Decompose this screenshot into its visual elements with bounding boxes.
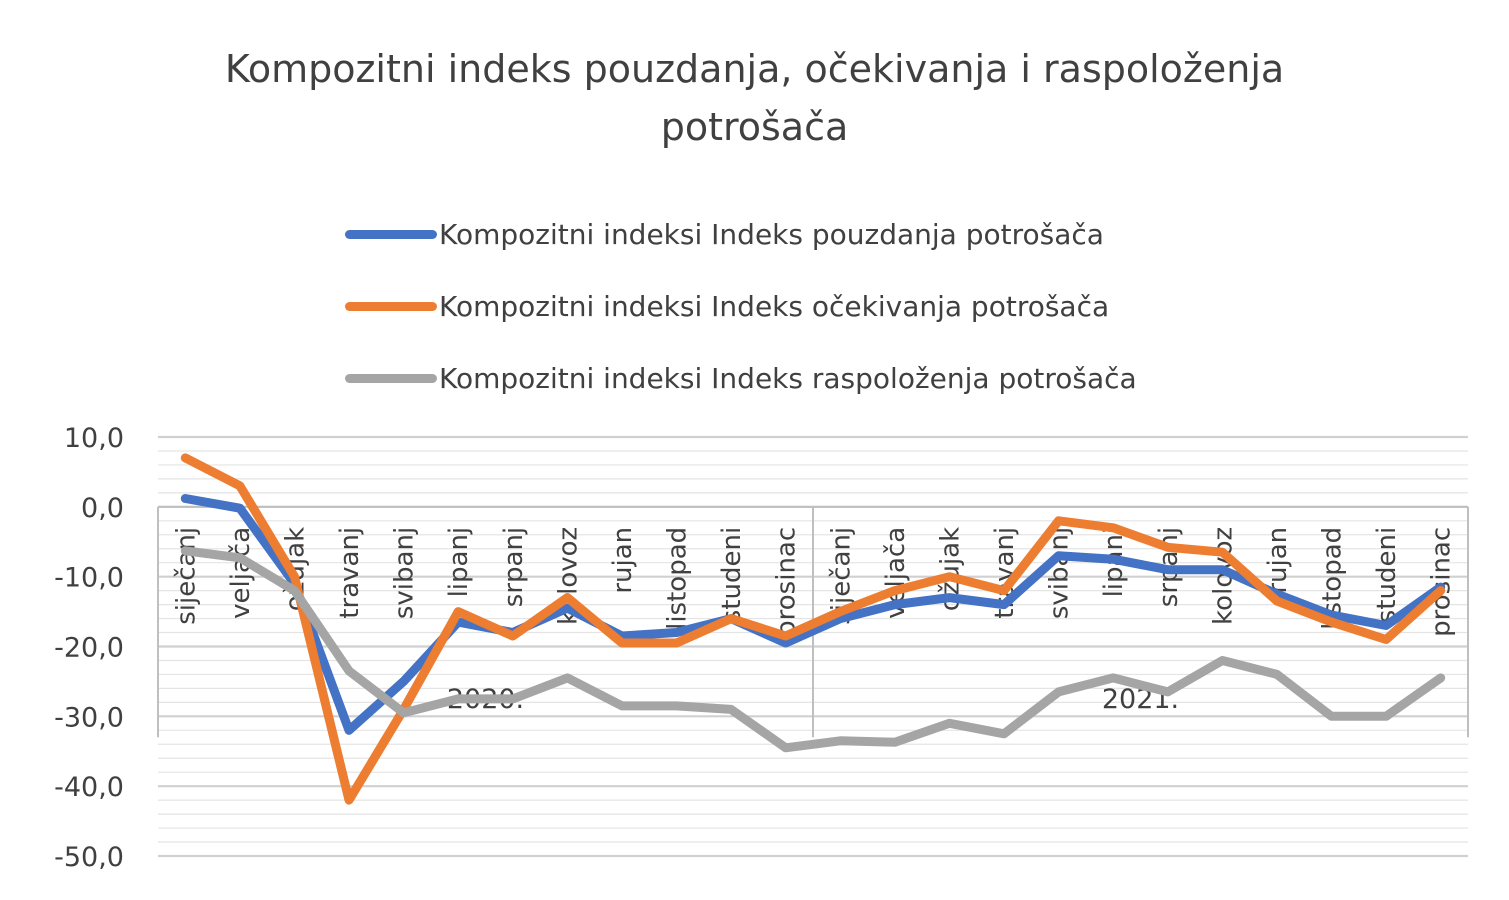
legend-item-pouzdanje: Kompozitni indeksi Indeks pouzdanja potr… — [345, 198, 1137, 270]
y-tick-label: -50,0 — [54, 842, 124, 873]
y-tick-label: 0,0 — [81, 493, 124, 524]
category-label: studeni — [1372, 527, 1402, 623]
category-label: veljača — [226, 527, 256, 619]
legend-swatch-raspolozenje — [345, 373, 437, 383]
category-label: prosinac — [772, 527, 802, 637]
legend-label-pouzdanje: Kompozitni indeksi Indeks pouzdanja potr… — [439, 217, 1104, 251]
category-label: rujan — [608, 527, 638, 594]
chart-title-line-1: Kompozitni indeks pouzdanja, očekivanja … — [224, 47, 1285, 91]
y-tick-label: -40,0 — [54, 772, 124, 803]
chart-title: Kompozitni indeks pouzdanja, očekivanja … — [0, 40, 1509, 156]
category-label: prosinac — [1427, 527, 1457, 637]
category-label: studeni — [717, 527, 747, 623]
category-label: siječanj — [171, 527, 201, 625]
legend-label-ocekivanje: Kompozitni indeksi Indeks očekivanja pot… — [439, 289, 1110, 323]
category-label: svibanj — [390, 527, 420, 619]
chart-legend: Kompozitni indeksi Indeks pouzdanja potr… — [345, 198, 1137, 414]
category-label: srpanj — [499, 527, 529, 607]
legend-item-raspolozenje: Kompozitni indeksi Indeks raspoloženja p… — [345, 342, 1137, 414]
legend-item-ocekivanje: Kompozitni indeksi Indeks očekivanja pot… — [345, 270, 1137, 342]
legend-label-raspolozenje: Kompozitni indeksi Indeks raspoloženja p… — [439, 361, 1137, 395]
series-line-2 — [180, 453, 1446, 805]
legend-swatch-ocekivanje — [345, 301, 437, 311]
category-label: svibanj — [1045, 527, 1075, 619]
axes: 10,0 0,0 -10,0 -20,0 -30,0 -40,0 -50,0 — [54, 423, 1469, 873]
series-line-1 — [180, 494, 1446, 735]
category-label: rujan — [1263, 527, 1293, 594]
chart-title-line-2: potrošača — [660, 105, 849, 149]
y-tick-label: 10,0 — [64, 423, 124, 454]
category-label: travanj — [335, 527, 365, 619]
legend-swatch-pouzdanje — [345, 229, 437, 239]
category-label: lipanj — [444, 527, 474, 598]
y-tick-label: -30,0 — [54, 702, 124, 733]
series-lines — [180, 453, 1446, 805]
series-line-3 — [180, 546, 1446, 753]
y-tick-label: -10,0 — [54, 563, 124, 594]
category-label: listopad — [663, 527, 693, 630]
y-tick-label: -20,0 — [54, 633, 124, 664]
